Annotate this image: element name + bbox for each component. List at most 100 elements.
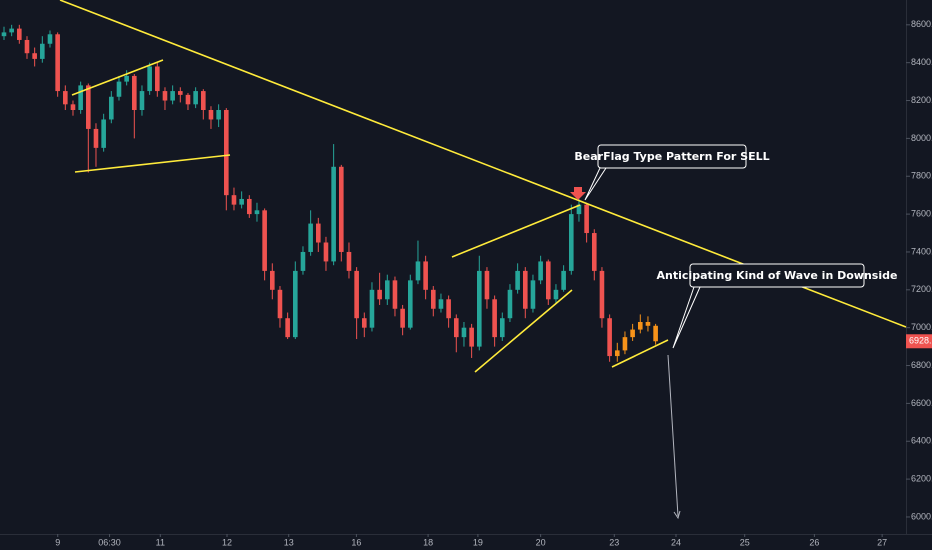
trend-line — [611, 339, 669, 368]
x-tick-label: 20 — [536, 537, 546, 547]
candle-body — [109, 96, 114, 120]
candle-body — [86, 85, 91, 129]
trend-line — [74, 154, 231, 173]
candle-body — [591, 233, 597, 271]
last-price-label: 6928.2 — [909, 336, 932, 346]
candle-body — [622, 337, 628, 351]
candle-body — [400, 308, 405, 328]
candle-body — [178, 91, 183, 95]
x-tick-label: 24 — [671, 537, 681, 547]
trend-line — [451, 204, 581, 258]
candle-body — [568, 214, 574, 271]
candle-body — [653, 325, 658, 342]
y-tick-label: 7800.0 — [911, 171, 932, 181]
candle-body — [216, 110, 221, 120]
annotation: BearFlag Type Pattern For SELL — [574, 150, 769, 163]
candle-body — [70, 104, 76, 110]
plot-area — [1, 24, 658, 362]
callout-pointer — [672, 286, 701, 349]
candle-body — [369, 289, 375, 328]
candle-body — [93, 128, 99, 148]
candle-body — [584, 204, 589, 234]
candle-body — [208, 110, 214, 120]
projection-arrow-head — [673, 510, 681, 520]
candle-body — [55, 34, 60, 92]
candle-body — [47, 34, 53, 44]
candle-body — [415, 261, 421, 281]
candle-body — [630, 329, 635, 338]
x-tick-label: 23 — [609, 537, 619, 547]
candle-body — [499, 318, 505, 338]
y-tick-label: 8200.0 — [911, 95, 932, 105]
candle-body — [132, 75, 137, 110]
candle-body — [300, 251, 306, 271]
candle-body — [614, 350, 620, 357]
candle-body — [492, 299, 497, 338]
x-tick-label: 12 — [222, 537, 232, 547]
candle-body — [185, 94, 191, 105]
candle-body — [239, 198, 244, 205]
candle-body — [522, 270, 528, 309]
y-tick-label: 8600.0 — [911, 19, 932, 29]
candle-body — [78, 85, 83, 110]
candle-body — [316, 223, 321, 243]
candle-body — [139, 91, 145, 110]
candle-body — [515, 270, 520, 290]
candle-body — [101, 119, 106, 148]
candle-body — [538, 261, 543, 281]
candle-body — [469, 327, 474, 347]
candle-body — [545, 261, 551, 300]
candle-body — [247, 198, 252, 215]
candle-body — [285, 318, 290, 338]
candle-body — [637, 322, 643, 330]
candle-body — [201, 91, 206, 110]
candle-body — [254, 210, 260, 215]
candle-body — [461, 327, 467, 338]
candle-body — [24, 39, 30, 54]
candle-body — [224, 110, 229, 196]
candle-body — [331, 166, 336, 262]
candle-body — [407, 280, 413, 328]
x-tick-label: 16 — [351, 537, 361, 547]
y-tick-label: 6000.0 — [911, 511, 932, 521]
candle-body — [645, 322, 651, 326]
candle-body — [561, 270, 566, 290]
candle-body — [293, 270, 298, 338]
candle-body — [438, 299, 444, 309]
x-tick-label: 26 — [809, 537, 819, 547]
candle-body — [423, 261, 428, 290]
y-tick-label: 7200.0 — [911, 284, 932, 294]
candle-body — [277, 289, 283, 319]
candle-body — [308, 223, 313, 252]
candle-body — [430, 289, 436, 309]
candle-body — [354, 270, 359, 319]
y-tick-label: 8000.0 — [911, 133, 932, 143]
candle-body — [155, 66, 160, 92]
y-tick-label: 6800.0 — [911, 360, 932, 370]
x-tick-label: 13 — [284, 537, 294, 547]
candle-body — [40, 43, 45, 59]
candle-body — [392, 280, 398, 309]
candle-body — [476, 270, 482, 347]
axes: 6000.0 6200.0 6400.0 6600.0 6800.0 7000.0 7200… — [55, 19, 932, 547]
candle-body — [553, 289, 559, 300]
x-tick-label: 18 — [423, 537, 433, 547]
annotation: Anticipating Kind of Wave in Downside — [657, 269, 898, 282]
candle-body — [576, 204, 582, 215]
trend-line — [474, 289, 573, 373]
y-tick-label: 6400.0 — [911, 436, 932, 446]
y-tick-label: 6200.0 — [911, 473, 932, 483]
projection-arrow — [667, 354, 679, 517]
callout-box — [597, 144, 747, 169]
y-tick-label: 7000.0 — [911, 322, 932, 332]
candle-body — [453, 318, 459, 338]
candle-body — [339, 166, 344, 252]
candle-body — [323, 242, 329, 262]
candle-body — [270, 270, 275, 290]
candle-body — [362, 318, 367, 328]
x-tick-label: 19 — [473, 537, 483, 547]
candle-body — [32, 53, 37, 59]
candle-body — [124, 75, 129, 82]
candle-body — [147, 66, 152, 92]
